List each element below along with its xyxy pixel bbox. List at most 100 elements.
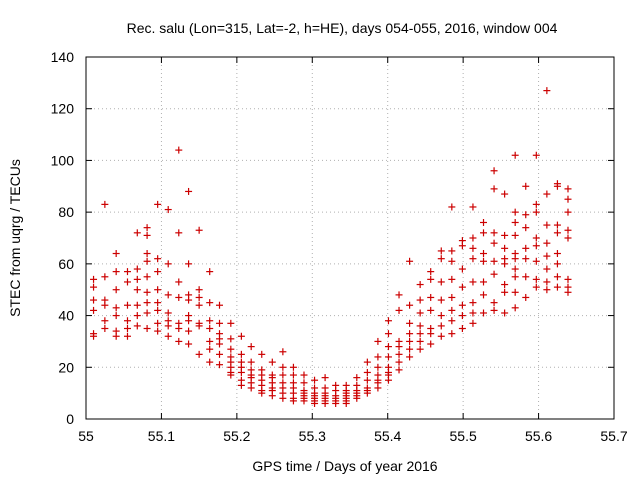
data-point xyxy=(480,257,488,265)
data-point xyxy=(501,309,509,317)
data-point xyxy=(321,374,329,382)
data-point xyxy=(374,363,382,371)
data-point xyxy=(480,229,488,237)
data-point xyxy=(90,332,98,340)
data-point xyxy=(154,268,162,276)
data-point xyxy=(458,242,466,250)
data-point xyxy=(501,244,509,252)
data-point xyxy=(469,255,477,263)
data-point xyxy=(543,265,551,273)
data-point xyxy=(490,239,498,247)
y-tick-label: 120 xyxy=(51,101,75,117)
x-tick-label: 55.2 xyxy=(223,428,250,444)
data-point xyxy=(216,301,224,309)
data-point xyxy=(112,250,120,258)
data-point xyxy=(185,260,193,268)
data-point xyxy=(289,397,297,405)
data-point xyxy=(374,337,382,345)
data-point xyxy=(279,348,287,356)
data-point xyxy=(511,151,519,159)
data-point xyxy=(564,234,572,242)
data-point xyxy=(206,325,214,332)
data-point xyxy=(511,231,519,239)
data-point xyxy=(416,345,424,353)
data-point xyxy=(522,211,530,219)
data-point xyxy=(332,399,340,407)
y-tick-label: 20 xyxy=(58,359,74,375)
data-point xyxy=(154,299,162,307)
y-axis-label: STEC from uqrg / TECUs xyxy=(7,159,23,317)
data-point xyxy=(522,224,530,232)
data-point xyxy=(532,151,540,159)
data-point xyxy=(195,301,203,309)
grid xyxy=(86,57,614,419)
data-point xyxy=(490,185,498,193)
data-point xyxy=(164,260,172,268)
data-point xyxy=(112,304,120,312)
data-point xyxy=(164,332,172,340)
data-point xyxy=(311,399,319,407)
data-point xyxy=(216,340,224,348)
y-tick-label: 80 xyxy=(58,204,74,220)
data-point xyxy=(300,371,308,379)
data-point xyxy=(522,273,530,281)
data-point xyxy=(384,376,392,384)
data-point xyxy=(511,304,519,312)
data-point xyxy=(185,187,193,195)
data-point xyxy=(511,273,519,281)
data-point xyxy=(112,268,120,276)
data-point xyxy=(206,317,214,325)
x-tick-label: 55.6 xyxy=(525,428,552,444)
data-point xyxy=(112,312,120,320)
y-tick-label: 0 xyxy=(66,411,74,427)
data-point xyxy=(227,371,235,379)
data-point xyxy=(154,286,162,294)
data-point xyxy=(532,208,540,216)
data-point xyxy=(480,278,488,286)
data-point xyxy=(227,345,235,353)
data-point xyxy=(300,379,308,387)
data-point xyxy=(279,394,287,402)
data-point xyxy=(522,244,530,252)
data-point xyxy=(480,291,488,299)
data-point xyxy=(543,190,551,198)
data-point xyxy=(427,275,435,283)
data-point xyxy=(395,306,403,314)
data-point xyxy=(143,250,151,258)
data-point xyxy=(406,353,414,361)
data-point xyxy=(511,265,519,273)
data-point xyxy=(543,221,551,229)
data-point xyxy=(206,299,214,307)
x-tick-label: 55.4 xyxy=(374,428,401,444)
data-point xyxy=(101,200,109,208)
data-point xyxy=(553,273,561,281)
data-point xyxy=(437,322,445,330)
data-point xyxy=(458,312,466,320)
data-point xyxy=(143,273,151,281)
data-point xyxy=(133,265,141,273)
data-point xyxy=(112,286,120,294)
data-point xyxy=(175,278,183,286)
data-point xyxy=(258,389,266,397)
data-point xyxy=(101,301,109,309)
data-point xyxy=(511,208,519,216)
y-tick-label: 40 xyxy=(58,308,74,324)
data-point xyxy=(164,309,172,317)
data-point xyxy=(553,182,561,190)
data-point xyxy=(90,296,98,304)
data-point xyxy=(289,371,297,379)
data-point xyxy=(164,322,172,330)
y-tick-label: 140 xyxy=(51,49,75,65)
data-point xyxy=(395,350,403,358)
data-point xyxy=(185,317,193,325)
data-point xyxy=(427,268,435,276)
data-point xyxy=(448,330,456,338)
data-point xyxy=(123,332,131,340)
data-point xyxy=(395,291,403,299)
data-point xyxy=(416,337,424,345)
data-point xyxy=(532,257,540,265)
data-point xyxy=(490,299,498,307)
data-point xyxy=(133,275,141,283)
data-point xyxy=(164,291,172,299)
